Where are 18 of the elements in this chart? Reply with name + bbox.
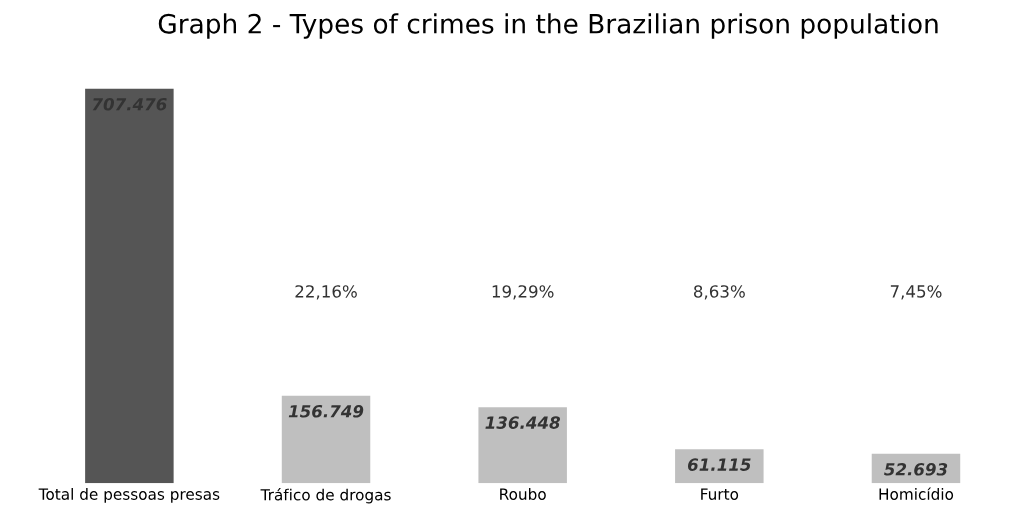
bar — [675, 449, 764, 484]
annotation: 8,63% — [693, 285, 745, 300]
x-tick-label: Furto — [701, 488, 739, 500]
x-tick-label: Roubo — [500, 488, 546, 500]
data-label: 61.115 — [688, 458, 751, 471]
bar — [478, 407, 567, 484]
bar — [85, 88, 174, 484]
x-tick-label: Homicídio — [879, 487, 954, 500]
chart-title: Graph 2 - Types of crimes in the Brazilian prison population — [158, 13, 938, 39]
data-label: 52.693 — [884, 462, 948, 476]
x-tick-label: Total de pessoas presas — [38, 488, 220, 503]
x-tick-label: Tráfico de drogas — [260, 488, 391, 504]
data-label: 136.448 — [485, 416, 561, 429]
annotation: 19,29% — [492, 285, 554, 300]
data-label: 156.749 — [288, 404, 364, 418]
annotation: 7,45% — [890, 285, 942, 300]
bar — [281, 395, 371, 484]
annotation: 22,16% — [295, 285, 357, 300]
